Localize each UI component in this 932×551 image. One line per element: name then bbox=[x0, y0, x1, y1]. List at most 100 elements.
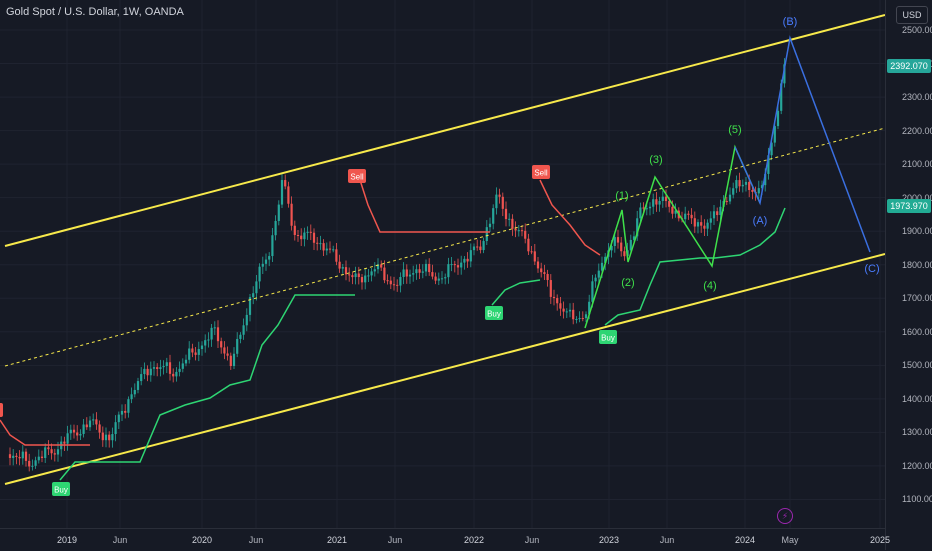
wave-count-lines bbox=[584, 35, 871, 329]
candle-body bbox=[47, 447, 50, 450]
candle-body bbox=[159, 367, 162, 370]
candle-body bbox=[111, 434, 114, 441]
candle-body bbox=[690, 214, 693, 219]
candle-body bbox=[127, 399, 130, 413]
candle-body bbox=[412, 273, 415, 275]
candle-body bbox=[728, 194, 732, 202]
buy-signal-badge-text: Buy bbox=[54, 486, 68, 495]
candle-body bbox=[703, 225, 706, 229]
buy-signal-badge: Buy bbox=[485, 306, 503, 320]
candle-body bbox=[511, 218, 514, 229]
candle-body bbox=[360, 277, 364, 283]
candle-body bbox=[421, 271, 424, 273]
candle-body bbox=[223, 347, 226, 354]
candle-body bbox=[95, 419, 98, 425]
candle-body bbox=[604, 256, 607, 263]
candle-body bbox=[664, 196, 668, 202]
candle-body bbox=[287, 186, 290, 204]
candle-body bbox=[376, 264, 380, 270]
candle-body bbox=[271, 235, 274, 257]
candle-body bbox=[344, 267, 348, 275]
candle-body bbox=[156, 367, 159, 370]
candle-body bbox=[559, 303, 562, 309]
candle-body bbox=[767, 155, 770, 174]
candle-body bbox=[447, 264, 450, 278]
candle-body bbox=[178, 368, 181, 372]
candle-body bbox=[479, 246, 482, 251]
impulse-wave-label: (2) bbox=[621, 277, 634, 289]
candle-body bbox=[709, 218, 712, 223]
candle-body bbox=[79, 433, 82, 436]
time-tick-label: 2020 bbox=[191, 535, 213, 545]
corrective-wave-line bbox=[734, 35, 871, 253]
time-tick-label: 2021 bbox=[326, 535, 348, 545]
corrective-wave-label: (B) bbox=[783, 16, 798, 28]
time-tick-label: 2023 bbox=[598, 535, 620, 545]
candle-body bbox=[63, 441, 66, 444]
candle-body bbox=[162, 366, 165, 368]
candle-body bbox=[40, 456, 44, 458]
channel-lower-line bbox=[4, 253, 885, 485]
channel-upper-line bbox=[4, 14, 885, 247]
candle-body bbox=[226, 353, 229, 356]
candle-body bbox=[108, 434, 111, 441]
candle-body bbox=[584, 314, 588, 319]
candle-body bbox=[252, 293, 255, 298]
candle-body bbox=[210, 327, 213, 340]
price-tick-label: 2100.000 bbox=[902, 159, 932, 170]
price-chart[interactable]: (1) (2) (3) (4) (5) (A) (B) (C) Sell Sell Buy Buy Bu… bbox=[0, 0, 885, 528]
candle-body bbox=[280, 180, 284, 205]
candle-body bbox=[316, 242, 319, 244]
candle-body bbox=[332, 249, 335, 251]
candle-body bbox=[536, 261, 540, 269]
candle-body bbox=[418, 269, 421, 273]
candle-body bbox=[562, 308, 565, 312]
candle-body bbox=[684, 213, 687, 220]
candle-body bbox=[312, 232, 316, 243]
candle-body bbox=[31, 465, 34, 467]
candle-body bbox=[514, 228, 517, 231]
price-tick-label: 1100.000 bbox=[902, 494, 932, 505]
price-axis[interactable]: USD 2500.0002400.0002300.0002200.0002100… bbox=[885, 0, 932, 550]
candle-body bbox=[165, 362, 168, 367]
candle-body bbox=[760, 185, 764, 189]
candle-body bbox=[597, 270, 600, 278]
price-tick-label: 1600.000 bbox=[902, 326, 932, 337]
candle-body bbox=[437, 278, 440, 281]
price-tick-label: 1800.000 bbox=[902, 259, 932, 270]
channel-lines bbox=[4, 14, 885, 485]
candle-body bbox=[757, 188, 760, 194]
candle-body bbox=[140, 374, 143, 382]
time-axis[interactable]: 2019 Jun 2020 Jun 2021 Jun 2022 Jun 2023 Jun 2024 M… bbox=[0, 528, 890, 551]
candle-body bbox=[712, 211, 716, 219]
candle-body bbox=[533, 251, 536, 262]
candle-body bbox=[357, 273, 360, 278]
candle-body bbox=[284, 180, 287, 187]
candle-body bbox=[668, 201, 671, 207]
candle-body bbox=[76, 432, 79, 436]
time-tick-label: 2025 bbox=[869, 535, 891, 545]
candle-body bbox=[216, 327, 220, 342]
candle-body bbox=[290, 203, 293, 226]
candle-body bbox=[568, 309, 572, 312]
candle-body bbox=[248, 297, 252, 315]
candle-body bbox=[392, 284, 396, 286]
candle-body bbox=[424, 263, 428, 272]
candle-body bbox=[469, 250, 472, 262]
candle-body bbox=[133, 389, 136, 395]
candle-body bbox=[642, 207, 645, 209]
currency-selector[interactable]: USD bbox=[896, 6, 928, 24]
candle-body bbox=[367, 275, 370, 277]
candle-body bbox=[658, 200, 661, 205]
candle-body bbox=[783, 64, 786, 84]
candle-body bbox=[405, 269, 408, 277]
chart-area[interactable]: (1) (2) (3) (4) (5) (A) (B) (C) Sell Sell Buy Buy Bu… bbox=[0, 0, 885, 528]
candle-body bbox=[322, 243, 325, 251]
trail-buy-segment bbox=[59, 294, 355, 481]
lightning-icon[interactable]: ⚡ bbox=[777, 508, 793, 524]
candle-body bbox=[236, 338, 239, 354]
price-tick-label: 2300.000 bbox=[902, 92, 932, 103]
candle-body bbox=[517, 230, 520, 232]
candle-body bbox=[744, 181, 748, 185]
price-tick-label: 1400.000 bbox=[902, 393, 932, 404]
